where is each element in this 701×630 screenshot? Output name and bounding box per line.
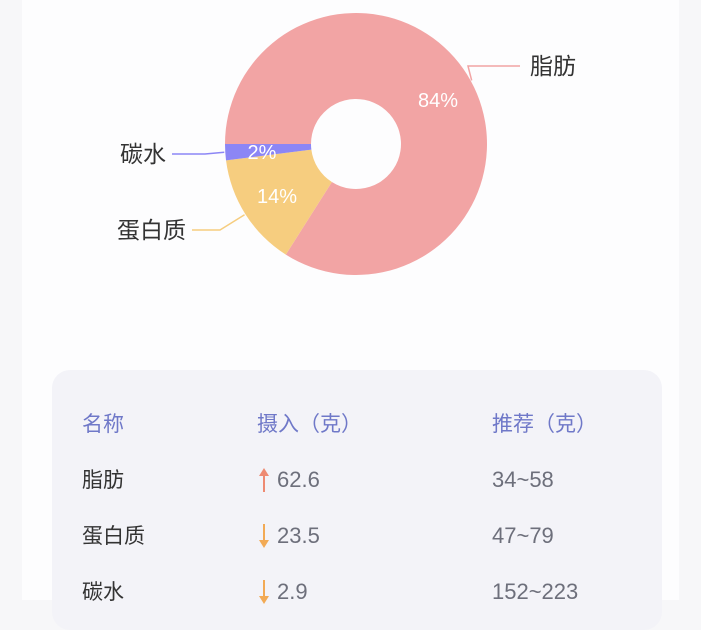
table-header-row: 名称 摄入（克） 推荐（克） [52, 404, 662, 444]
leader-line [467, 65, 520, 81]
slice-percent-label: 14% [257, 186, 297, 208]
slice-name-label: 蛋白质 [117, 218, 186, 244]
slice-percent-label: 84% [418, 90, 458, 112]
arrow-down-icon [259, 580, 269, 604]
nutrition-table: 名称 摄入（克） 推荐（克） 脂肪 62.6 34~58 蛋白质 23.5 47… [52, 370, 662, 630]
nutrient-name: 蛋白质 [82, 524, 145, 548]
header-intake: 摄入（克） [257, 412, 362, 436]
table-row: 碳水 2.9 152~223 [52, 572, 662, 612]
arrow-up-icon [259, 468, 269, 492]
nutrient-name: 碳水 [82, 580, 124, 604]
donut-slice [225, 13, 487, 276]
leader-line [172, 151, 225, 155]
recommended-value: 152~223 [492, 579, 579, 604]
table-row: 脂肪 62.6 34~58 [52, 460, 662, 500]
intake-value: 2.9 [257, 572, 308, 612]
slice-name-label: 脂肪 [530, 54, 576, 80]
header-recommended: 推荐（克） [492, 412, 597, 436]
nutrition-donut-chart: 84% 脂肪 14% 蛋白质 2% 碳水 [117, 13, 576, 276]
header-name: 名称 [82, 412, 124, 436]
slice-name-label: 碳水 [120, 142, 166, 168]
recommended-value: 47~79 [492, 523, 554, 548]
slice-percent-label: 2% [248, 142, 277, 164]
nutrient-name: 脂肪 [82, 468, 124, 492]
table-row: 蛋白质 23.5 47~79 [52, 516, 662, 556]
donut-slice [226, 149, 332, 255]
recommended-value: 34~58 [492, 467, 554, 492]
donut-slice [225, 144, 312, 161]
leader-line [192, 214, 245, 231]
intake-value: 23.5 [257, 516, 320, 556]
arrow-down-icon [259, 524, 269, 548]
intake-value: 62.6 [257, 460, 320, 500]
